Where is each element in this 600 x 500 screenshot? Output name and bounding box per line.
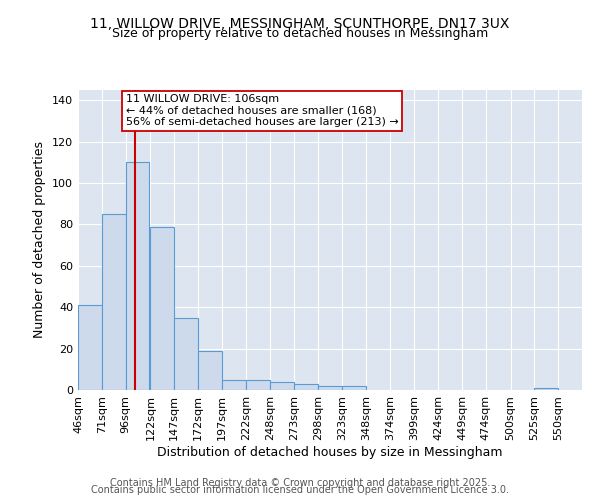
Bar	[151, 226, 174, 390]
Bar	[245, 380, 269, 390]
Bar	[78, 305, 102, 390]
Bar	[125, 162, 149, 390]
Bar	[174, 318, 198, 390]
Y-axis label: Number of detached properties: Number of detached properties	[34, 142, 46, 338]
Bar	[342, 386, 366, 390]
Bar	[222, 380, 245, 390]
Bar	[294, 384, 318, 390]
X-axis label: Distribution of detached houses by size in Messingham: Distribution of detached houses by size …	[157, 446, 503, 458]
Text: 11 WILLOW DRIVE: 106sqm
← 44% of detached houses are smaller (168)
56% of semi-d: 11 WILLOW DRIVE: 106sqm ← 44% of detache…	[125, 94, 398, 128]
Bar	[102, 214, 125, 390]
Text: Size of property relative to detached houses in Messingham: Size of property relative to detached ho…	[112, 28, 488, 40]
Bar	[271, 382, 294, 390]
Text: 11, WILLOW DRIVE, MESSINGHAM, SCUNTHORPE, DN17 3UX: 11, WILLOW DRIVE, MESSINGHAM, SCUNTHORPE…	[91, 18, 509, 32]
Bar	[318, 386, 342, 390]
Bar	[198, 350, 222, 390]
Text: Contains HM Land Registry data © Crown copyright and database right 2025.: Contains HM Land Registry data © Crown c…	[110, 478, 490, 488]
Bar	[535, 388, 558, 390]
Text: Contains public sector information licensed under the Open Government Licence 3.: Contains public sector information licen…	[91, 485, 509, 495]
